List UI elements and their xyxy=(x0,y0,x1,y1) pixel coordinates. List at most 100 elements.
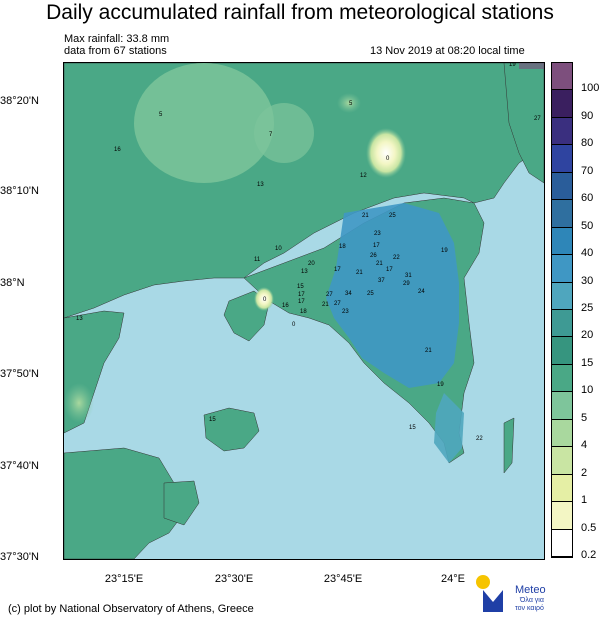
station-value: 15 xyxy=(209,417,216,423)
station-value: 27 xyxy=(334,301,341,307)
station-value: 24 xyxy=(418,289,425,295)
colorbar-cell xyxy=(552,117,572,146)
station-value: 17 xyxy=(298,299,305,305)
colorbar-label: 5 xyxy=(581,411,588,424)
colorbar-label: 90 xyxy=(581,109,594,122)
colorbar-label: 1 xyxy=(581,494,588,507)
station-value: 17 xyxy=(334,267,341,273)
colorbar-cell xyxy=(552,337,572,365)
logo-name: Meteo xyxy=(515,584,546,596)
station-value: 0 xyxy=(263,297,267,303)
station-value: 5 xyxy=(159,112,163,118)
colorbar-label: 100 xyxy=(581,82,600,95)
colorbar-cell xyxy=(552,447,572,475)
logo-tagline: τον καιρό xyxy=(515,605,544,612)
land-makronisos xyxy=(503,417,515,474)
colorbar-label: 80 xyxy=(581,137,594,150)
station-value: 17 xyxy=(298,292,305,298)
station-value: 16 xyxy=(282,303,289,309)
lon-label: 23°30'E xyxy=(214,573,254,585)
station-value: 21 xyxy=(356,270,363,276)
colorbar-label: 0.2 xyxy=(581,549,597,561)
colorbar-label: 20 xyxy=(581,329,594,342)
lat-label: 38°10'N xyxy=(0,185,39,197)
station-value: 0 xyxy=(292,322,296,328)
colorbar-label: 60 xyxy=(581,192,594,205)
colorbar-cell xyxy=(552,502,572,530)
station-value: 16 xyxy=(114,147,121,153)
lon-label: 24°E xyxy=(441,573,465,585)
meteo-logo-icon xyxy=(476,575,503,612)
colorbar-cell xyxy=(552,227,572,256)
station-value: 26 xyxy=(370,253,377,259)
station-value: 19 xyxy=(509,63,516,68)
colorbar-label: 50 xyxy=(581,219,594,232)
station-value: 29 xyxy=(403,281,410,287)
station-value: 34 xyxy=(345,291,352,297)
station-value: 25 xyxy=(389,213,396,219)
colorbar-label: 40 xyxy=(581,247,594,260)
stations-count-text: data from 67 stations xyxy=(64,45,167,57)
land-southwest xyxy=(64,447,185,559)
station-value: 23 xyxy=(374,231,381,237)
lat-label: 37°30'N xyxy=(0,551,39,563)
lat-label: 38°N xyxy=(0,277,25,289)
land-aegina xyxy=(203,407,260,452)
rain-core-blue xyxy=(326,203,459,388)
high-value-corner xyxy=(519,63,544,69)
colorbar-cell xyxy=(552,282,572,310)
colorbar-label: 4 xyxy=(581,439,588,452)
hotspot xyxy=(254,287,274,311)
station-value: 21 xyxy=(376,261,383,267)
credit-text: (c) plot by National Observatory of Athe… xyxy=(8,603,254,615)
colorbar-label: 2 xyxy=(581,466,588,479)
station-value: 25 xyxy=(367,291,374,297)
land-euboea xyxy=(503,63,544,184)
lat-label: 38°20'N xyxy=(0,95,39,107)
lon-label: 23°45'E xyxy=(323,573,363,585)
timestamp-text: 13 Nov 2019 at 08:20 local time xyxy=(370,45,525,57)
hotspot xyxy=(366,128,406,178)
max-rainfall-text: Max rainfall: 33.8 mm xyxy=(64,33,170,45)
station-value: 21 xyxy=(322,302,329,308)
station-value: 37 xyxy=(378,278,385,284)
station-value: 27 xyxy=(534,116,541,122)
station-value: 5 xyxy=(349,101,353,107)
colorbar-cell xyxy=(552,529,572,557)
light-zone xyxy=(134,63,274,183)
station-value: 17 xyxy=(373,243,380,249)
station-value: 0 xyxy=(386,156,390,162)
colorbar-label: 70 xyxy=(581,164,594,177)
station-value: 31 xyxy=(405,273,412,279)
logo-tagline: Όλα για xyxy=(520,597,544,604)
colorbar-cell xyxy=(552,364,572,393)
hotspot xyxy=(64,383,94,423)
rainfall-map: 19 27 5 5 16 7 0 12 13 21 25 23 18 17 19 10 26 21 22 11 20 17… xyxy=(63,62,545,560)
station-value: 21 xyxy=(425,348,432,354)
station-value: 15 xyxy=(409,425,416,431)
colorbar-cell xyxy=(552,255,572,283)
colorbar-cell xyxy=(552,145,572,173)
colorbar-cell xyxy=(552,310,572,338)
lat-label: 37°40'N xyxy=(0,460,39,472)
station-value: 27 xyxy=(326,292,333,298)
station-value: 20 xyxy=(308,261,315,267)
colorbar-cell xyxy=(552,200,572,228)
land-poros xyxy=(163,480,200,526)
station-value: 21 xyxy=(362,213,369,219)
colorbar-label: 25 xyxy=(581,302,594,314)
station-value: 10 xyxy=(275,246,282,252)
station-value: 15 xyxy=(297,284,304,290)
colorbar-label: 10 xyxy=(581,384,594,397)
station-value: 11 xyxy=(254,257,261,263)
colorbar-cell xyxy=(552,172,572,201)
station-value: 13 xyxy=(301,269,308,275)
station-value: 13 xyxy=(76,316,83,322)
colorbar-label: 0.5 xyxy=(581,521,597,534)
station-value: 19 xyxy=(441,248,448,254)
station-value: 18 xyxy=(339,244,346,250)
light-zone xyxy=(254,103,314,163)
lon-label: 23°15'E xyxy=(104,573,144,585)
map-svg: 19 27 5 5 16 7 0 12 13 21 25 23 18 17 19 10 26 21 22 11 20 17… xyxy=(64,63,544,559)
colorbar-cell xyxy=(552,474,572,503)
